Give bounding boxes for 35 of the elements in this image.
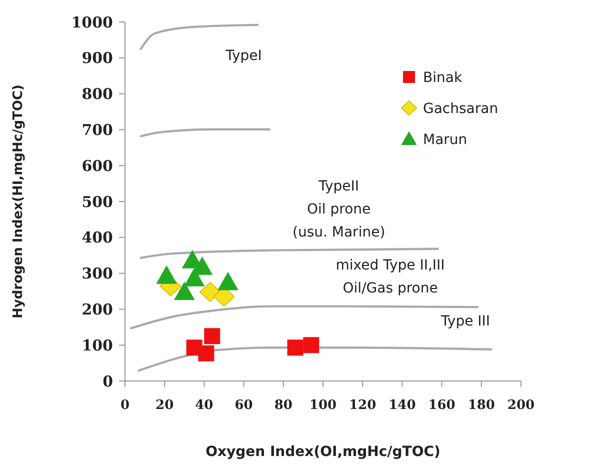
- y-tick-label: 0: [102, 372, 113, 390]
- y-tick-label: 300: [82, 264, 113, 283]
- line-series: [138, 346, 492, 372]
- legend-label: Marun: [423, 132, 468, 148]
- annotation: Type III: [440, 313, 490, 330]
- y-tick-label: 700: [82, 120, 113, 139]
- line-series: [130, 305, 479, 330]
- y-tick-label: 1000: [71, 13, 113, 32]
- x-tick-label: 160: [428, 398, 456, 413]
- x-tick-label: 120: [349, 398, 376, 413]
- line-series: [140, 248, 439, 259]
- annotation: TypeI: [224, 48, 262, 64]
- legend-label: Gachsaran: [423, 100, 498, 117]
- x-tick-label: 0: [120, 398, 130, 413]
- x-tick-label: 20: [156, 398, 174, 413]
- x-tick-label: 80: [274, 398, 292, 413]
- annotation: TypeII Oil prone (usu. Marine): [292, 178, 386, 241]
- y-tick-label: 600: [82, 156, 113, 175]
- x-tick-label: 60: [234, 398, 253, 413]
- legend-label: Binak: [423, 70, 463, 86]
- line-series: [140, 24, 259, 50]
- y-tick-label: 100: [82, 336, 113, 354]
- x-tick-label: 100: [309, 398, 337, 413]
- y-tick-label: 200: [82, 300, 113, 318]
- y-axis-title: Hydrogen Index(HI,mgHc/gTOC): [11, 84, 26, 318]
- y-tick-label: 800: [82, 85, 113, 104]
- y-tick-label: 500: [82, 192, 113, 211]
- y-tick-label: 900: [82, 49, 113, 68]
- y-tick-label: 400: [82, 228, 113, 247]
- x-axis-title: Oxygen Index(OI,mgHc/gTOC): [206, 444, 440, 460]
- annotation: mixed Type II,III Oil/Gas prone: [336, 258, 445, 297]
- x-tick-label: 200: [507, 398, 535, 413]
- x-tick-label: 40: [195, 398, 214, 413]
- x-tick-label: 140: [388, 398, 416, 413]
- x-tick-label: 180: [468, 398, 495, 413]
